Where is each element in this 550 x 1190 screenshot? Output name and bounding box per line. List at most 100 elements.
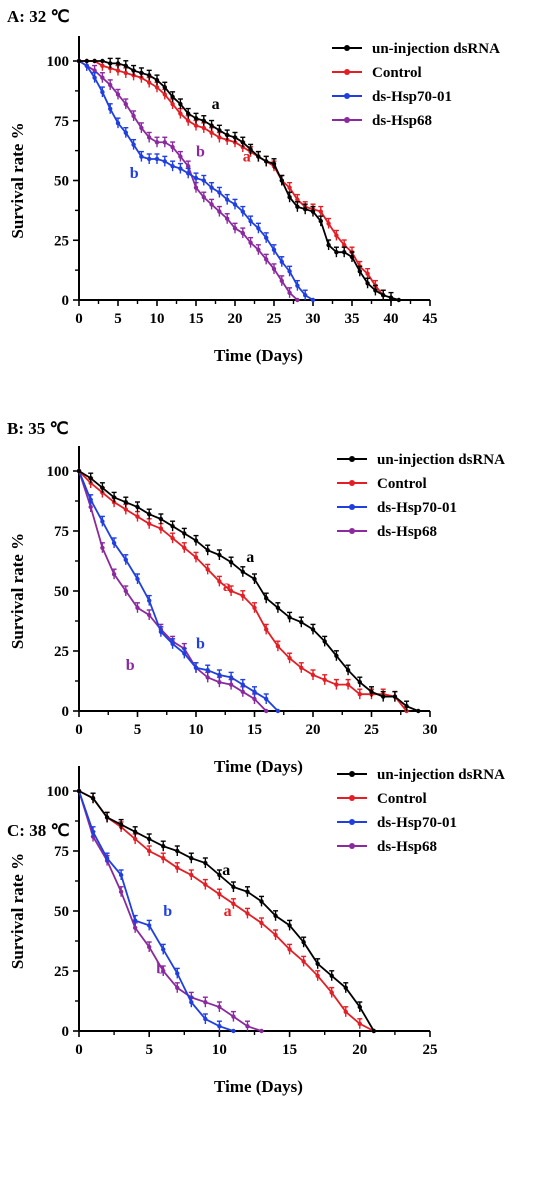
data-point <box>123 557 128 562</box>
data-point <box>248 147 253 152</box>
data-point <box>217 1004 222 1010</box>
series-line <box>78 790 375 1032</box>
data-point <box>161 947 166 952</box>
data-point <box>228 682 234 687</box>
x-tick-label: 0 <box>75 311 83 327</box>
data-point <box>248 218 253 224</box>
data-point <box>252 696 257 702</box>
data-point <box>104 815 110 820</box>
significance-letter: b <box>163 903 172 920</box>
data-point <box>256 247 261 253</box>
data-point <box>279 278 284 284</box>
legend-label: Control <box>377 476 427 492</box>
data-point <box>170 163 175 169</box>
y-tick-label: 100 <box>47 54 70 70</box>
data-point <box>271 247 277 253</box>
data-point <box>231 1014 236 1019</box>
legend-label: ds-Hsp68 <box>372 113 432 129</box>
legend-label: ds-Hsp70-01 <box>372 89 452 105</box>
significance-letter: a <box>223 578 231 595</box>
data-point <box>115 92 121 97</box>
data-point <box>182 651 187 656</box>
data-point <box>416 708 421 714</box>
data-point <box>147 135 152 140</box>
data-point <box>123 507 128 512</box>
legend-entry: Control <box>337 476 427 492</box>
data-point <box>217 190 222 195</box>
data-point <box>123 588 128 594</box>
legend-entry: ds-Hsp70-01 <box>332 89 452 105</box>
data-point <box>381 293 386 298</box>
data-point <box>203 1000 208 1005</box>
data-point <box>90 829 96 834</box>
data-point <box>76 788 82 794</box>
data-point <box>162 85 167 90</box>
data-point <box>275 605 281 610</box>
y-tick-label: 0 <box>62 704 70 720</box>
x-tick-label: 15 <box>189 311 204 327</box>
data-point <box>345 668 351 673</box>
series-line <box>78 790 262 1032</box>
y-tick-label: 50 <box>54 174 69 190</box>
data-point <box>217 552 222 558</box>
series-un-injection-dsrna <box>76 57 401 303</box>
y-axis-label: Survival rate % <box>8 122 27 238</box>
data-point <box>175 971 180 976</box>
data-point <box>240 140 245 145</box>
data-point <box>287 195 292 200</box>
legend-swatch-marker <box>349 843 355 849</box>
data-point <box>108 82 113 88</box>
data-point <box>343 1009 348 1014</box>
data-point <box>388 295 394 300</box>
data-point <box>178 111 183 116</box>
data-point <box>365 271 370 276</box>
data-point <box>217 128 222 133</box>
data-point <box>162 140 167 145</box>
data-point <box>342 242 347 248</box>
data-point <box>203 860 208 866</box>
data-point <box>345 682 351 687</box>
data-point <box>310 209 316 214</box>
x-tick-label: 25 <box>267 311 282 327</box>
data-point <box>193 175 199 181</box>
data-point <box>203 1016 208 1022</box>
data-point <box>118 889 124 894</box>
data-point <box>205 567 210 572</box>
x-tick-label: 20 <box>352 1042 367 1058</box>
data-point <box>161 844 166 849</box>
data-point <box>248 240 253 245</box>
data-point <box>170 524 175 529</box>
data-point <box>193 123 199 128</box>
data-point <box>240 209 245 214</box>
data-point <box>404 704 409 709</box>
data-point <box>231 884 236 890</box>
data-point <box>365 281 370 286</box>
data-point <box>154 140 160 145</box>
data-point <box>135 514 140 519</box>
data-point <box>201 195 206 200</box>
data-point <box>203 882 208 887</box>
series-un-injection-dsrna <box>76 788 377 1034</box>
data-point <box>193 665 199 670</box>
legend-entry: ds-Hsp68 <box>332 113 432 129</box>
data-point <box>100 545 105 550</box>
data-point <box>193 116 199 121</box>
data-point <box>132 829 138 834</box>
data-point <box>131 113 136 119</box>
data-point <box>201 118 206 123</box>
legend-swatch-marker <box>349 480 355 486</box>
data-point <box>357 1021 362 1026</box>
legend-swatch-marker <box>349 456 355 462</box>
data-point <box>271 266 277 272</box>
data-point <box>264 159 269 164</box>
y-tick-label: 50 <box>54 584 69 600</box>
panel-title: B: 35 ℃ <box>7 419 69 438</box>
data-point <box>147 848 152 854</box>
data-point <box>217 892 222 897</box>
data-point <box>396 297 401 303</box>
data-point <box>295 297 300 303</box>
data-point <box>205 675 210 680</box>
data-point <box>357 269 362 274</box>
data-point <box>100 75 105 80</box>
legend-swatch-marker <box>344 93 350 99</box>
